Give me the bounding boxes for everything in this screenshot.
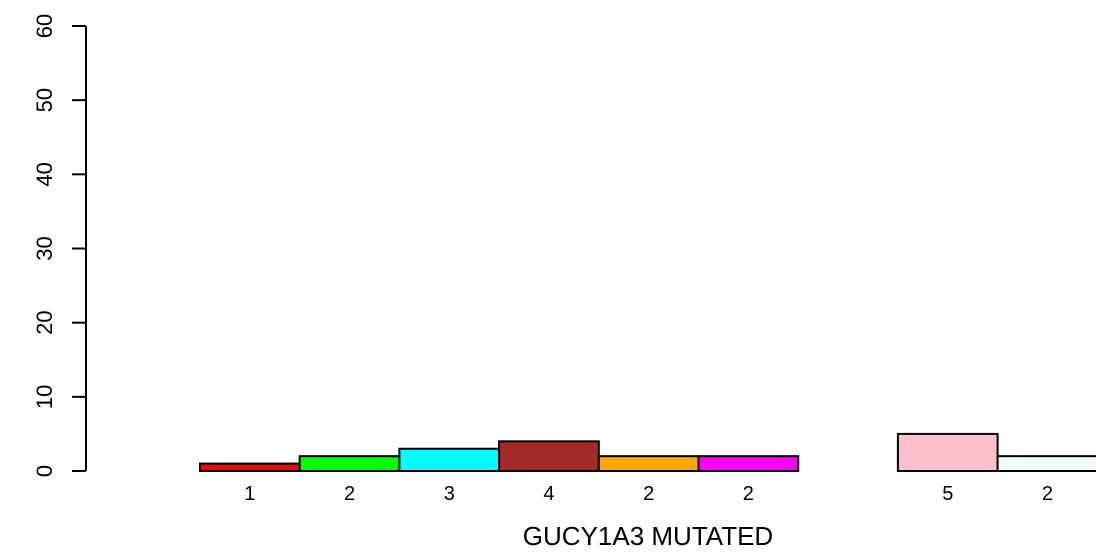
bar [896,432,999,472]
bar [398,447,501,472]
y-axis: 0 10 20 30 40 50 60 [32,14,87,477]
bar [996,455,1096,472]
bar [597,455,700,472]
y-tick-label: 60 [32,14,57,38]
y-tick-label: 40 [32,162,57,186]
bars [199,432,1096,473]
bar-labels: 1 2 3 4 2 2 5 2 [244,483,1053,505]
y-tick-label: 30 [32,236,57,260]
bar [298,455,401,472]
y-tick-label: 50 [32,88,57,112]
y-tick-label: 0 [32,465,57,477]
bar-label: 2 [643,483,654,505]
x-axis-label: GUCY1A3 MUTATED [523,521,773,551]
bar [498,440,600,473]
bar-label: 4 [543,483,554,505]
bar-label: 3 [444,483,455,505]
bar-label: 1 [244,483,255,505]
bar [697,455,800,472]
bar [199,462,301,473]
bar-label: 2 [344,483,355,505]
bar-label: 2 [1042,483,1053,505]
bar-label: 5 [942,483,953,505]
y-tick-label: 20 [32,310,57,334]
y-tick-label: 10 [32,385,57,409]
bar-label: 2 [743,483,754,505]
